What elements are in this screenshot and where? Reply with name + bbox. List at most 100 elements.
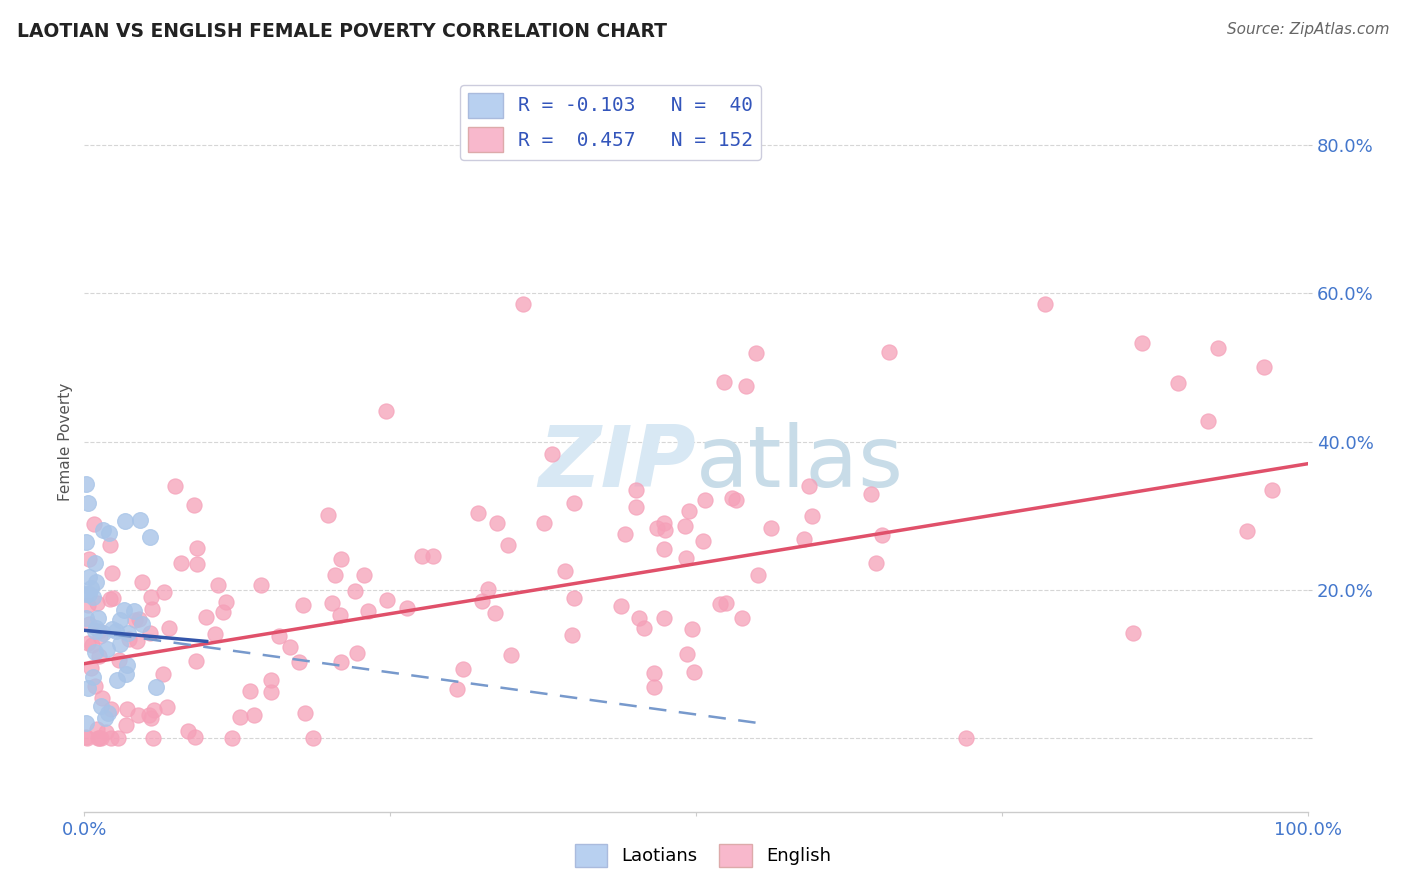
Point [329,552,352,566]
Point [647,521,669,535]
Point [859,486,882,500]
Point [115,658,138,673]
Point [129,513,152,527]
Point [239,684,262,698]
Point [627,611,650,625]
Point [1206,341,1229,355]
Point [77,681,100,696]
Point [90,698,112,713]
Point [84,575,107,590]
Point [675,551,697,566]
Point [103,591,125,605]
Point [98,538,121,552]
Point [127,708,149,723]
Point [207,578,229,592]
Point [288,655,311,669]
Point [76,598,98,612]
Point [626,483,648,497]
Point [131,617,153,632]
Point [877,345,900,359]
Point [260,685,283,699]
Point [799,479,821,493]
Point [278,640,301,654]
Point [260,673,283,688]
Point [343,584,366,599]
Point [533,516,555,530]
Point [96,641,118,656]
Point [145,680,167,694]
Point [97,706,120,720]
Point [1033,297,1056,311]
Point [1130,335,1153,350]
Point [139,626,162,640]
Point [681,623,703,637]
Point [357,604,380,618]
Point [97,525,120,540]
Point [100,731,122,745]
Point [183,498,205,512]
Point [1167,376,1189,390]
Point [139,530,162,544]
Point [75,611,97,625]
Point [1197,414,1219,428]
Point [75,535,97,549]
Point [87,611,110,625]
Point [745,345,768,359]
Point [152,666,174,681]
Point [654,542,676,557]
Point [80,638,103,652]
Point [731,611,754,625]
Point [652,516,675,530]
Point [633,621,655,635]
Point [79,587,101,601]
Text: LAOTIAN VS ENGLISH FEMALE POVERTY CORRELATION CHART: LAOTIAN VS ENGLISH FEMALE POVERTY CORREL… [17,22,666,41]
Point [269,629,291,643]
Point [77,495,100,509]
Point [76,731,98,745]
Point [564,495,586,509]
Point [471,593,494,607]
Point [83,556,105,570]
Point [82,669,104,683]
Point [157,621,180,635]
Point [652,611,675,625]
Point [212,605,235,619]
Point [122,604,145,618]
Point [77,570,100,584]
Point [353,567,375,582]
Point [84,622,107,636]
Point [678,504,700,518]
Point [291,598,314,612]
Point [90,731,112,745]
Point [75,716,97,731]
Y-axis label: Female Poverty: Female Poverty [58,383,73,500]
Point [84,679,107,693]
Point [323,568,346,582]
Text: atlas: atlas [696,422,904,505]
Point [451,662,474,676]
Point [100,702,122,716]
Point [411,549,433,563]
Point [1253,360,1275,375]
Point [486,516,509,530]
Point [141,601,163,615]
Point [163,479,186,493]
Point [512,297,534,311]
Point [89,624,111,638]
Point [115,702,138,716]
Point [955,731,977,745]
Point [692,534,714,549]
Point [614,527,637,541]
Legend: R = -0.103   N =  40, R =  0.457   N = 152: R = -0.103 N = 40, R = 0.457 N = 152 [460,85,761,160]
Point [100,566,122,581]
Point [610,599,633,613]
Point [194,610,217,624]
Point [302,731,325,745]
Point [186,541,208,555]
Point [108,613,131,627]
Point [184,730,207,744]
Point [141,590,163,604]
Point [498,538,520,552]
Point [117,626,139,640]
Point [484,606,506,620]
